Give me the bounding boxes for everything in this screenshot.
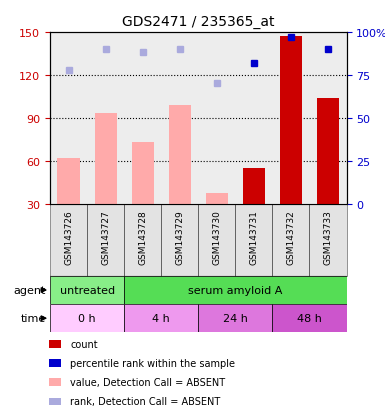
Bar [87,204,124,276]
Bar [317,98,339,204]
Bar [280,37,302,204]
Text: GSM143727: GSM143727 [101,210,110,264]
Text: 4 h: 4 h [152,313,170,323]
Bar [273,204,310,276]
Bar [49,359,61,367]
Bar [235,33,273,204]
Title: GDS2471 / 235365_at: GDS2471 / 235365_at [122,15,275,29]
Text: time: time [21,313,46,323]
Bar [124,33,161,204]
Bar [124,204,161,276]
Text: 0 h: 0 h [78,313,96,323]
Text: count: count [70,339,98,349]
Bar [49,340,61,348]
Text: GSM143728: GSM143728 [138,210,147,264]
Bar [50,304,124,332]
Bar [206,194,228,204]
Bar [273,304,346,332]
Bar [49,378,61,386]
Bar [161,33,198,204]
Bar [57,158,80,204]
Bar [50,204,87,276]
Text: GSM143733: GSM143733 [323,210,333,265]
Bar [198,304,273,332]
Bar [124,276,346,304]
Text: 24 h: 24 h [223,313,248,323]
Bar [95,114,117,204]
Text: serum amyloid A: serum amyloid A [188,285,283,295]
Text: GSM143726: GSM143726 [64,210,73,264]
Bar [87,33,124,204]
Text: rank, Detection Call = ABSENT: rank, Detection Call = ABSENT [70,396,221,406]
Bar [132,142,154,204]
Text: GSM143729: GSM143729 [175,210,184,264]
Bar [273,33,310,204]
Text: untreated: untreated [60,285,115,295]
Bar [235,204,273,276]
Bar [198,33,235,204]
Bar [124,304,198,332]
Bar [310,204,346,276]
Bar [161,204,198,276]
Text: percentile rank within the sample: percentile rank within the sample [70,358,235,368]
Text: GSM143731: GSM143731 [249,210,258,265]
Text: value, Detection Call = ABSENT: value, Detection Call = ABSENT [70,377,226,387]
Bar [50,276,124,304]
Bar [49,398,61,405]
Bar [50,33,87,204]
Text: GSM143730: GSM143730 [212,210,221,265]
Text: GSM143732: GSM143732 [286,210,295,264]
Bar [169,105,191,204]
Bar [198,204,235,276]
Text: 48 h: 48 h [297,313,322,323]
Text: agent: agent [14,285,46,295]
Bar [243,169,265,204]
Bar [310,33,346,204]
